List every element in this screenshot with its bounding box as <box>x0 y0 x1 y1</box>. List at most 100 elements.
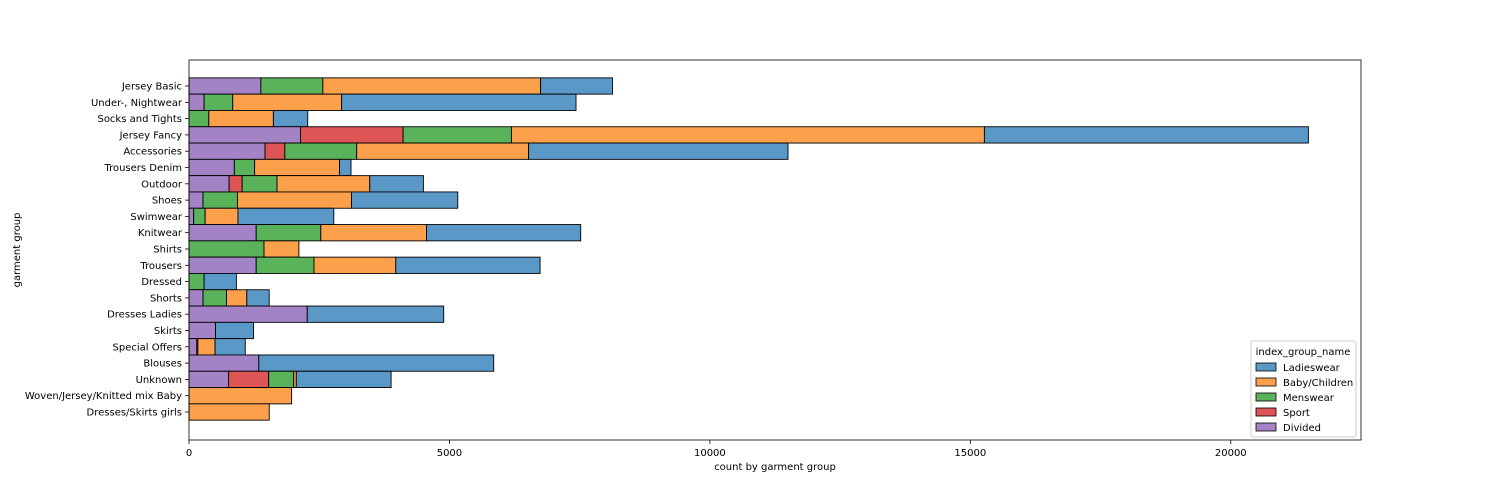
bar-under-nightwear-menswear <box>203 93 234 111</box>
legend-swatch-divided <box>1255 422 1277 432</box>
legend-title: index_group_name <box>1256 347 1351 358</box>
y-tick-label: Skirts <box>154 326 182 337</box>
legend-label-divided: Divided <box>1283 423 1321 434</box>
bar-shorts-menswear <box>202 289 227 307</box>
bar-jersey-fancy-baby-children <box>510 126 985 144</box>
y-tick-label: Under-, Nightwear <box>91 98 183 109</box>
bar-dresses-skirts-girls-baby-children <box>188 403 270 421</box>
x-tick-label: 20000 <box>1215 448 1247 459</box>
bar-special-offers-baby-children <box>197 338 216 356</box>
bar-jersey-basic-baby-children <box>322 77 542 95</box>
bar-trousers-denim-ladieswear <box>339 158 352 177</box>
bar-knitwear-ladieswear <box>426 224 582 242</box>
bar-trousers-menswear <box>255 256 315 274</box>
y-tick-label: Shirts <box>153 245 182 256</box>
y-tick-label: Knitwear <box>138 228 183 239</box>
bar-trousers-ladieswear <box>395 256 541 274</box>
y-tick-label: Socks and Tights <box>97 114 182 125</box>
bar-knitwear-menswear <box>255 224 322 242</box>
bar-jersey-fancy-ladieswear <box>983 126 1309 144</box>
bar-socks-and-tights-baby-children <box>208 109 274 128</box>
bar-jersey-basic-divided <box>188 77 262 95</box>
legend-items: Ladieswear Baby/Children Menswear Sport Divi… <box>1255 362 1353 434</box>
bar-jersey-basic-menswear <box>260 77 324 95</box>
bar-jersey-fancy-menswear <box>402 126 512 144</box>
bar-knitwear-baby-children <box>320 224 427 242</box>
y-tick-label: Woven/Jersey/Knitted mix Baby <box>25 391 182 402</box>
bar-under-nightwear-baby-children <box>232 93 343 111</box>
bar-jersey-basic-ladieswear <box>540 77 613 95</box>
bar-swimwear-baby-children <box>204 207 239 225</box>
bar-unknown-menswear <box>268 370 295 388</box>
legend-label-menswear: Menswear <box>1283 393 1335 404</box>
bar-swimwear-ladieswear <box>237 207 335 225</box>
y-tick-label: Shorts <box>150 293 182 304</box>
bar-skirts-ladieswear <box>215 321 255 340</box>
legend-label-sport: Sport <box>1283 408 1310 419</box>
bar-shoes-divided <box>188 191 204 209</box>
bar-skirts-divided <box>188 321 217 340</box>
bar-dresses-ladies-ladieswear <box>306 305 445 323</box>
y-tick-label: Blouses <box>143 359 182 370</box>
bar-dressed-menswear <box>188 273 205 291</box>
bar-shoes-menswear <box>202 191 238 209</box>
y-tick-label: Outdoor <box>141 179 183 190</box>
bar-socks-and-tights-ladieswear <box>272 109 309 128</box>
y-tick-label: Shoes <box>152 196 182 207</box>
y-tick-label: Jersey Basic <box>121 82 182 93</box>
legend-box <box>1250 340 1357 438</box>
bars-layer <box>188 77 1309 421</box>
bar-swimwear-menswear <box>193 207 206 225</box>
bar-accessories-baby-children <box>356 142 530 160</box>
y-tick-label: Jersey Fancy <box>119 130 182 141</box>
bar-woven-jersey-knitted-mix-baby-baby-children <box>188 387 293 405</box>
bar-jersey-fancy-sport <box>300 126 404 144</box>
bar-outdoor-baby-children <box>276 175 371 193</box>
bar-trousers-denim-menswear <box>233 158 256 177</box>
bar-dresses-ladies-divided <box>188 305 308 323</box>
bar-dressed-ladieswear <box>203 273 237 291</box>
bar-under-nightwear-divided <box>188 93 205 111</box>
bar-special-offers-ladieswear <box>214 338 246 356</box>
bar-special-offers-divided <box>188 338 198 356</box>
bar-shorts-divided <box>188 289 204 307</box>
bar-trousers-denim-divided <box>188 158 235 177</box>
legend-swatch-baby-children <box>1255 377 1277 387</box>
bar-trousers-baby-children <box>313 256 397 274</box>
y-tick-label: Dresses Ladies <box>107 310 182 321</box>
bar-unknown-sport <box>228 370 270 388</box>
legend: index_group_name Ladieswear Baby/Children… <box>1250 340 1357 438</box>
y-tick-label: Accessories <box>123 147 182 158</box>
legend-label-baby-children: Baby/Children <box>1283 378 1353 389</box>
bar-swimwear-divided <box>188 207 195 225</box>
legend-swatch-menswear <box>1255 392 1277 402</box>
bar-unknown-divided <box>188 370 230 388</box>
bar-blouses-divided <box>188 354 260 372</box>
x-axis-label: count by garment group <box>714 462 836 473</box>
bar-outdoor-menswear <box>241 175 278 193</box>
y-tick-label: Dressed <box>141 277 182 288</box>
bar-socks-and-tights-menswear <box>188 109 210 128</box>
bar-outdoor-sport <box>228 175 243 193</box>
bar-shorts-ladieswear <box>246 289 270 307</box>
bar-accessories-ladieswear <box>528 142 789 160</box>
bar-accessories-sport <box>264 142 286 160</box>
legend-swatch-ladieswear <box>1255 362 1277 372</box>
bar-shorts-baby-children <box>226 289 248 307</box>
bar-shoes-ladieswear <box>351 191 459 209</box>
x-tick-label: 5000 <box>437 448 462 459</box>
bar-shoes-baby-children <box>236 191 352 209</box>
bar-blouses-ladieswear <box>258 354 495 372</box>
bar-outdoor-divided <box>188 175 230 193</box>
y-tick-label: Special Offers <box>113 342 182 353</box>
legend-label-ladieswear: Ladieswear <box>1283 363 1341 374</box>
plot-frame <box>188 59 1362 441</box>
y-tick-label: Trousers <box>139 261 182 272</box>
bar-knitwear-divided <box>188 224 257 242</box>
x-tick-label: 15000 <box>954 448 986 459</box>
y-axis-label: garment group <box>12 213 23 288</box>
bar-accessories-menswear <box>284 142 358 160</box>
y-tick-label: Trousers Denim <box>103 163 182 174</box>
